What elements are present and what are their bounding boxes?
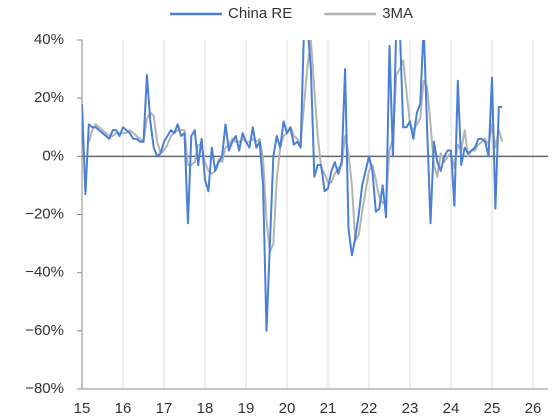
x-tick-label: 19 bbox=[238, 400, 255, 417]
y-tick-label: 20% bbox=[34, 89, 64, 106]
y-tick-label: −20% bbox=[25, 205, 64, 222]
y-tick-label: −80% bbox=[25, 380, 64, 397]
x-tick-label: 21 bbox=[320, 400, 337, 417]
y-tick-label: 40% bbox=[34, 31, 64, 48]
plot-area bbox=[82, 40, 504, 332]
x-tick-label: 20 bbox=[279, 400, 296, 417]
y-tick-label: −40% bbox=[25, 264, 64, 281]
y-tick-label: −60% bbox=[25, 322, 64, 339]
x-tick-label: 26 bbox=[525, 400, 542, 417]
x-tick-label: 25 bbox=[484, 400, 501, 417]
legend-label: China RE bbox=[228, 5, 292, 22]
series-line bbox=[87, 40, 504, 254]
y-tick-label: 0% bbox=[42, 147, 64, 164]
x-tick-label: 15 bbox=[74, 400, 91, 417]
x-tick-label: 18 bbox=[197, 400, 214, 417]
x-tick-label: 16 bbox=[115, 400, 132, 417]
x-tick-label: 22 bbox=[361, 400, 378, 417]
x-tick-label: 24 bbox=[443, 400, 460, 417]
series-line bbox=[82, 40, 503, 332]
x-tick-label: 23 bbox=[402, 400, 419, 417]
x-tick-label: 17 bbox=[156, 400, 173, 417]
legend-label: 3MA bbox=[382, 5, 413, 22]
